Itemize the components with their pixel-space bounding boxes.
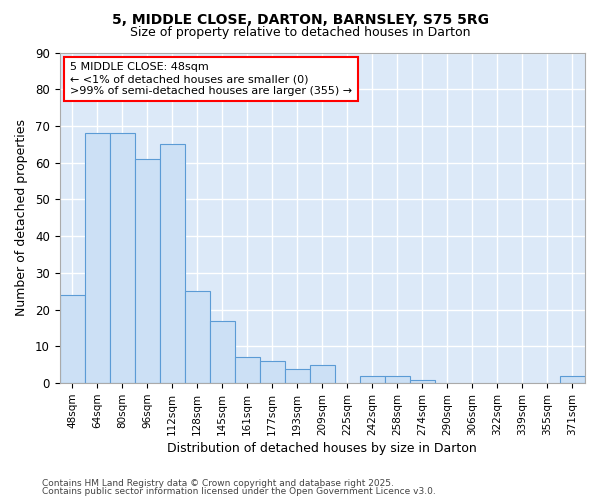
Bar [134,159,160,383]
Bar [560,376,585,383]
Bar [410,380,435,383]
Text: 5 MIDDLE CLOSE: 48sqm
← <1% of detached houses are smaller (0)
>99% of semi-deta: 5 MIDDLE CLOSE: 48sqm ← <1% of detached … [70,62,352,96]
Bar [209,320,235,383]
X-axis label: Distribution of detached houses by size in Darton: Distribution of detached houses by size … [167,442,477,455]
Bar [260,361,285,383]
Y-axis label: Number of detached properties: Number of detached properties [15,120,28,316]
Bar [160,144,185,383]
Text: Size of property relative to detached houses in Darton: Size of property relative to detached ho… [130,26,470,39]
Bar [310,365,335,383]
Bar [59,295,85,383]
Text: Contains public sector information licensed under the Open Government Licence v3: Contains public sector information licen… [42,487,436,496]
Bar [385,376,410,383]
Bar [110,134,134,383]
Text: 5, MIDDLE CLOSE, DARTON, BARNSLEY, S75 5RG: 5, MIDDLE CLOSE, DARTON, BARNSLEY, S75 5… [112,12,488,26]
Bar [285,368,310,383]
Bar [185,292,209,383]
Bar [85,134,110,383]
Bar [360,376,385,383]
Text: Contains HM Land Registry data © Crown copyright and database right 2025.: Contains HM Land Registry data © Crown c… [42,478,394,488]
Bar [235,358,260,383]
